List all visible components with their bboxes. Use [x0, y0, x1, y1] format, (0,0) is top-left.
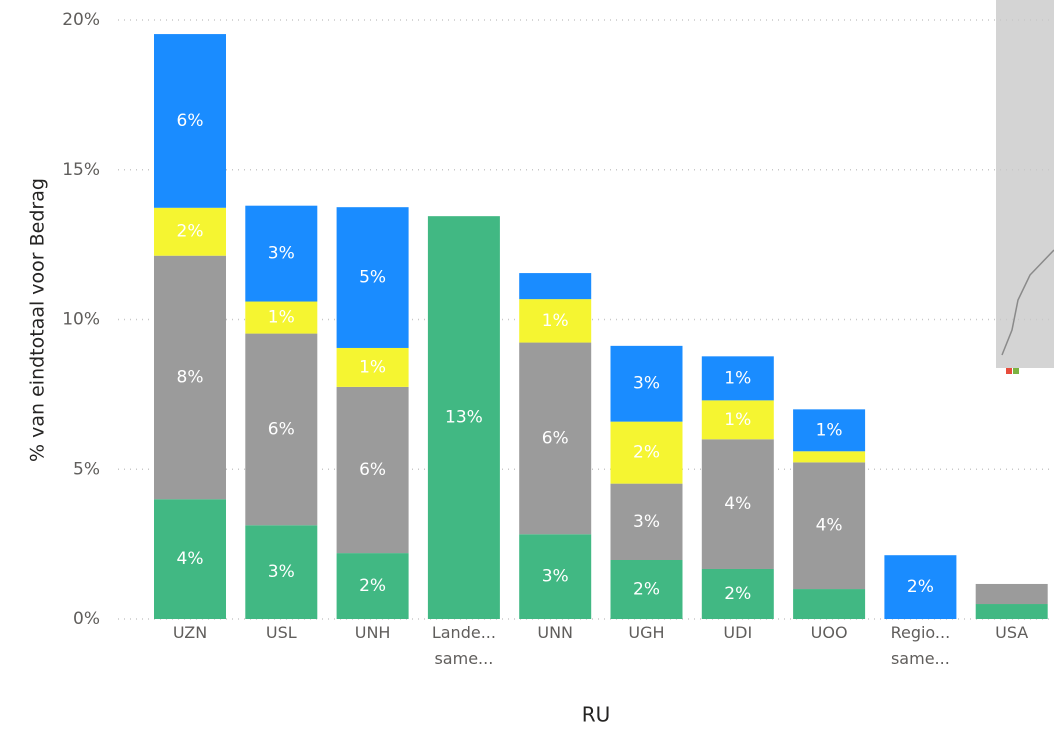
- data-label: 4%: [177, 549, 204, 569]
- data-label: 2%: [907, 577, 934, 597]
- data-label: 2%: [724, 584, 751, 604]
- data-label: 3%: [268, 562, 295, 582]
- x-axis-title: RU: [582, 703, 611, 727]
- map-fragment: [996, 0, 1054, 368]
- x-tick-label: UNN: [513, 620, 597, 646]
- data-label: 5%: [359, 268, 386, 288]
- data-label: 13%: [445, 408, 483, 428]
- data-label: 2%: [633, 443, 660, 463]
- bar-segment: [519, 273, 591, 299]
- y-tick-label: 15%: [62, 160, 100, 180]
- x-tick-label: UZN: [148, 620, 232, 646]
- y-axis-title: % van eindtotaal voor Bedrag: [27, 178, 49, 462]
- y-tick-label: 0%: [73, 609, 100, 629]
- data-label: 1%: [359, 357, 386, 377]
- y-tick-label: 20%: [62, 10, 100, 30]
- x-tick-label: USL: [239, 620, 323, 646]
- page: % van eindtotaal voor Bedrag RU 0% 5% 10% 1…: [0, 0, 1054, 732]
- bar-segment: [793, 451, 865, 462]
- bar-segment: [976, 584, 1048, 604]
- data-label: 1%: [816, 420, 843, 440]
- x-tick-label: USA: [970, 620, 1054, 646]
- data-label: 6%: [359, 460, 386, 480]
- x-tick-label: UNH: [331, 620, 415, 646]
- data-label: 2%: [359, 576, 386, 596]
- data-label: 1%: [268, 308, 295, 328]
- data-label: 8%: [177, 367, 204, 387]
- map-icon: [1006, 368, 1012, 374]
- y-tick-label: 10%: [62, 310, 100, 330]
- x-tick-label: UOO: [787, 620, 871, 646]
- data-label: 1%: [724, 368, 751, 388]
- x-tick-label: UDI: [696, 620, 780, 646]
- data-label: 6%: [542, 428, 569, 448]
- x-tick-label: UGH: [605, 620, 689, 646]
- data-label: 4%: [816, 516, 843, 536]
- map-icon: [1013, 368, 1019, 374]
- bar-segment: [976, 604, 1048, 619]
- data-label: 2%: [177, 222, 204, 242]
- data-label: 1%: [724, 410, 751, 430]
- data-label: 2%: [633, 579, 660, 599]
- data-label: 1%: [542, 311, 569, 331]
- data-label: 6%: [268, 419, 295, 439]
- x-tick-label: Regio... same...: [878, 620, 962, 672]
- y-tick-label: 5%: [73, 459, 100, 479]
- bar-segment: [793, 589, 865, 619]
- data-label: 4%: [724, 494, 751, 514]
- data-label: 3%: [542, 567, 569, 587]
- data-label: 3%: [268, 244, 295, 264]
- data-label: 3%: [633, 512, 660, 532]
- data-label: 6%: [177, 111, 204, 131]
- data-label: 3%: [633, 374, 660, 394]
- x-tick-label: Lande... same...: [422, 620, 506, 672]
